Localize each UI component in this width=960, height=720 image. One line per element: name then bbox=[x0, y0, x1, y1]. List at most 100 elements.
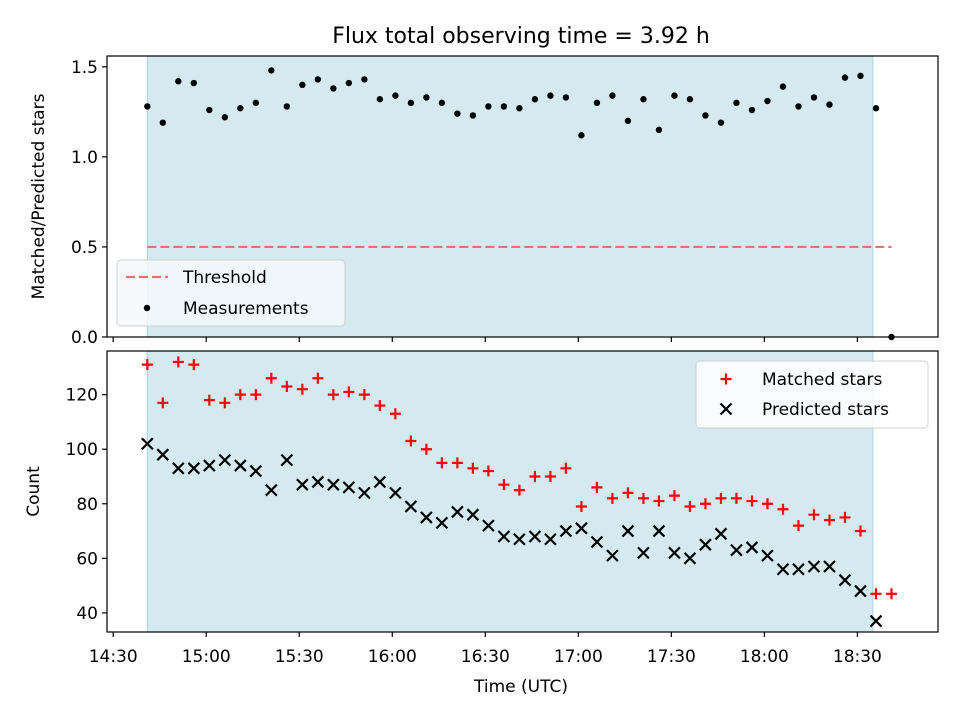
matched-star-point bbox=[699, 498, 711, 510]
measurement-point bbox=[438, 99, 446, 107]
predicted-star-point bbox=[590, 535, 604, 549]
x-tick-label: 15:30 bbox=[275, 647, 324, 667]
y-tick-label: 40 bbox=[76, 604, 98, 624]
predicted-star-point bbox=[513, 532, 526, 546]
matched-star-point bbox=[575, 501, 587, 513]
y-tick-label: 60 bbox=[76, 549, 98, 569]
predicted-star-point bbox=[575, 522, 588, 535]
predicted-star-point bbox=[621, 524, 635, 538]
matched-star-point bbox=[389, 408, 401, 420]
measurement-point bbox=[376, 96, 384, 103]
matched-star-point bbox=[312, 372, 324, 384]
series-measurements bbox=[144, 67, 895, 341]
x-axis-label: Time (UTC) bbox=[473, 677, 568, 697]
predicted-star-point bbox=[823, 560, 836, 573]
measurement-point bbox=[454, 110, 461, 117]
matched-star-point bbox=[560, 462, 572, 474]
matched-star-point bbox=[172, 356, 184, 368]
measurement-point bbox=[748, 106, 756, 114]
predicted-star-point bbox=[699, 538, 712, 551]
measurement-point bbox=[795, 103, 802, 110]
legend-label: Matched stars bbox=[762, 370, 882, 390]
matched-star-point bbox=[746, 495, 758, 507]
predicted-star-point bbox=[482, 519, 495, 532]
predicted-star-point bbox=[451, 505, 464, 519]
matched-star-point bbox=[327, 389, 339, 401]
measurement-point bbox=[330, 85, 337, 92]
measurement-point bbox=[841, 74, 849, 81]
measurement-point bbox=[175, 78, 182, 85]
predicted-star-point bbox=[528, 530, 542, 543]
series-matched-stars bbox=[141, 356, 897, 600]
predicted-star-point bbox=[606, 549, 619, 562]
measurement-point bbox=[702, 112, 709, 119]
x-tick-label: 18:00 bbox=[740, 647, 789, 667]
matched-star-point bbox=[792, 520, 804, 532]
measurement-point bbox=[423, 94, 430, 101]
predicted-star-point bbox=[466, 508, 480, 521]
matched-star-point bbox=[420, 443, 432, 455]
predicted-star-point bbox=[683, 552, 697, 565]
predicted-star-point bbox=[187, 462, 201, 475]
matched-star-point bbox=[203, 394, 215, 406]
matched-star-point bbox=[653, 495, 665, 507]
matched-star-point bbox=[637, 492, 649, 504]
matched-star-point bbox=[451, 457, 463, 469]
legend-box bbox=[695, 360, 929, 429]
measurement-point bbox=[733, 99, 740, 107]
predicted-star-point bbox=[637, 546, 650, 560]
predicted-star-point bbox=[544, 532, 557, 546]
x-tick-label: 17:00 bbox=[554, 647, 603, 667]
matched-star-point bbox=[622, 487, 634, 499]
legend-predicted-swatch bbox=[719, 402, 733, 416]
predicted-star-point bbox=[342, 481, 356, 494]
predicted-star-point bbox=[172, 462, 185, 475]
measurement-point bbox=[392, 92, 399, 99]
measurement-point bbox=[516, 105, 523, 112]
predicted-star-point bbox=[792, 562, 805, 576]
x-tick-label: 18:30 bbox=[833, 647, 882, 667]
y-tick-label: 0.5 bbox=[71, 238, 98, 258]
predicted-star-point bbox=[497, 530, 511, 543]
x-tick-label: 14:30 bbox=[89, 647, 138, 667]
chart-title: Flux total observing time = 3.92 h bbox=[332, 24, 710, 49]
matched-star-point bbox=[761, 498, 773, 510]
measurement-point bbox=[562, 94, 570, 101]
measurement-point bbox=[221, 114, 229, 121]
measurement-point bbox=[578, 132, 585, 139]
measurement-point bbox=[779, 83, 787, 90]
measurement-point bbox=[857, 72, 864, 80]
matched-star-point bbox=[529, 470, 541, 482]
measurement-point bbox=[299, 81, 306, 89]
measurement-point bbox=[624, 117, 632, 125]
predicted-star-point bbox=[776, 562, 790, 576]
predicted-star-point bbox=[854, 584, 867, 598]
legend-label: Threshold bbox=[182, 268, 267, 288]
measurement-point bbox=[593, 99, 601, 107]
measurement-point bbox=[717, 119, 725, 126]
predicted-star-point bbox=[327, 478, 340, 491]
predicted-star-point bbox=[559, 524, 573, 538]
y-tick-label: 0.0 bbox=[71, 328, 98, 348]
measurement-point bbox=[237, 105, 244, 112]
predicted-star-point bbox=[156, 448, 170, 461]
y-tick-label: 100 bbox=[66, 440, 98, 460]
predicted-star-point bbox=[373, 475, 387, 489]
matched-star-point bbox=[730, 492, 742, 504]
predicted-star-point bbox=[141, 437, 154, 451]
measurement-point bbox=[485, 103, 492, 110]
predicted-star-point bbox=[249, 464, 263, 478]
predicted-star-point bbox=[714, 527, 728, 541]
matched-star-point bbox=[436, 457, 448, 469]
series-predicted-stars bbox=[141, 437, 883, 628]
measurement-point bbox=[609, 92, 616, 99]
predicted-star-point bbox=[296, 478, 309, 491]
matched-star-point bbox=[606, 492, 618, 504]
predicted-star-point bbox=[807, 560, 821, 573]
legend-measurement-swatch bbox=[143, 304, 151, 312]
y-tick-label: 80 bbox=[76, 495, 98, 515]
matched-star-point bbox=[188, 359, 200, 371]
legend-label: Measurements bbox=[183, 299, 309, 319]
matched-star-point bbox=[157, 397, 169, 409]
